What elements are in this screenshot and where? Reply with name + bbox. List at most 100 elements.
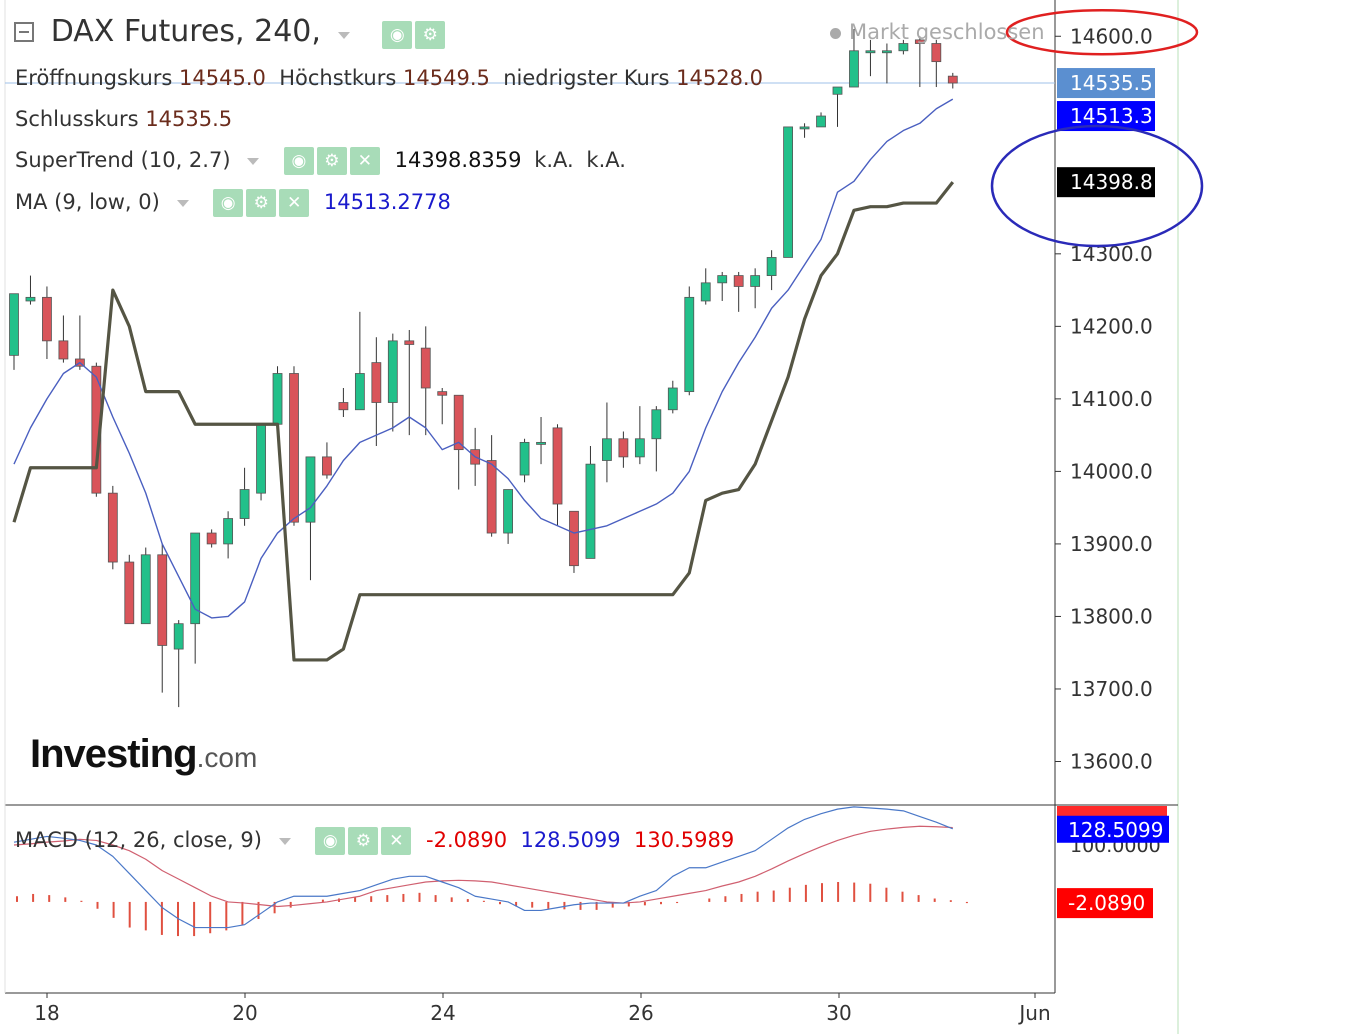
candle-body: [717, 275, 728, 284]
macd-signal-value: 130.5989: [634, 828, 735, 852]
candle: [519, 438, 530, 483]
candle-body: [667, 387, 678, 411]
candle-body: [816, 115, 826, 128]
candle: [371, 337, 382, 447]
candle-body: [9, 293, 19, 356]
candle-body: [486, 460, 497, 534]
candle: [124, 554, 135, 625]
chevron-down-icon[interactable]: [176, 199, 189, 207]
high-value: 14549.5: [403, 66, 490, 90]
candle: [107, 485, 118, 570]
chevron-down-icon[interactable]: [278, 837, 291, 845]
candle-body: [140, 554, 151, 625]
candle: [58, 315, 69, 363]
candle: [503, 489, 514, 544]
candle: [750, 268, 761, 309]
candle: [832, 86, 843, 127]
eye-icon[interactable]: ◉: [283, 147, 314, 175]
candle: [700, 268, 711, 305]
candle-body: [865, 50, 876, 54]
macd-label: MACD (12, 26, close, 9): [15, 828, 262, 852]
status-dot-icon: [830, 27, 841, 39]
title-bar: DAX Futures, 240, ◉ ⚙: [14, 14, 453, 49]
price-tag-label: 14535.5: [1070, 71, 1153, 95]
candle-body: [387, 340, 398, 403]
candle-body: [766, 257, 777, 276]
candle-body: [602, 438, 612, 461]
candle: [305, 456, 316, 581]
candle-body: [585, 463, 596, 559]
candle: [898, 39, 909, 55]
macd-hist-value: -2.0890: [426, 828, 508, 852]
time-tick-label: 20: [232, 1001, 257, 1025]
candle: [799, 123, 810, 138]
candle: [536, 417, 546, 465]
candle-body: [750, 275, 761, 287]
candle: [552, 424, 563, 526]
close-icon[interactable]: ✕: [349, 147, 380, 175]
gear-icon[interactable]: ⚙: [246, 189, 277, 217]
investing-logo: Investing.com: [30, 732, 258, 776]
ma-label: MA (9, low, 0): [15, 190, 160, 214]
candle: [173, 620, 184, 708]
low-value: 14528.0: [676, 66, 763, 90]
gear-icon[interactable]: ⚙: [316, 147, 347, 175]
low-label: niedrigster Kurs: [503, 66, 670, 90]
candle: [272, 366, 283, 432]
candle: [684, 286, 695, 396]
candle: [239, 467, 250, 526]
candle: [865, 39, 876, 77]
supertrend-line: [12, 181, 955, 662]
candle-body: [914, 39, 925, 44]
candle: [651, 406, 662, 472]
candle-body: [898, 43, 909, 52]
supertrend-legend[interactable]: SuperTrend (10, 2.7) ◉ ⚙ ✕ 14398.8359 k.…: [15, 147, 626, 175]
supertrend-extra-1: k.A.: [534, 148, 574, 172]
eye-icon[interactable]: ◉: [315, 827, 346, 855]
candle: [618, 431, 629, 468]
candle: [190, 532, 201, 664]
macd-signal-line: [13, 825, 953, 908]
time-tick-label: 30: [826, 1001, 851, 1025]
price-tick-label: 13700.0: [1070, 677, 1153, 701]
collapse-icon[interactable]: [14, 22, 34, 42]
gear-icon[interactable]: ⚙: [415, 21, 446, 49]
candle-body: [404, 340, 415, 345]
candle-body: [651, 409, 662, 440]
candle-body: [947, 75, 958, 84]
candle: [882, 43, 892, 84]
candle: [569, 510, 579, 573]
candle: [42, 286, 52, 359]
candle-body: [882, 50, 892, 54]
candle-body: [371, 362, 382, 403]
candle: [717, 271, 728, 301]
eye-icon[interactable]: ◉: [382, 21, 413, 49]
candle: [157, 543, 168, 693]
gear-icon[interactable]: ⚙: [348, 827, 379, 855]
time-tick-label: Jun: [1017, 1001, 1050, 1025]
chevron-down-icon[interactable]: [337, 31, 350, 39]
candle: [733, 271, 744, 312]
candle-body: [733, 275, 744, 287]
candle: [9, 293, 19, 370]
candle-body: [799, 126, 810, 130]
eye-icon[interactable]: ◉: [213, 189, 244, 217]
candle-body: [552, 427, 563, 505]
price-tick-label: 14600.0: [1070, 24, 1153, 48]
price-tick-label: 13900.0: [1070, 532, 1153, 556]
candle-body: [157, 554, 168, 646]
macd-line-value: 128.5099: [520, 828, 621, 852]
ma-legend[interactable]: MA (9, low, 0) ◉ ⚙ ✕ 14513.2778: [15, 189, 451, 217]
price-tag-label: 14398.8: [1070, 170, 1153, 194]
candle: [914, 36, 925, 88]
candle: [437, 387, 448, 425]
ma-value: 14513.2778: [323, 190, 451, 214]
time-tick-label: 26: [628, 1001, 653, 1025]
candle: [354, 311, 365, 411]
close-icon[interactable]: ✕: [279, 189, 310, 217]
price-tag-label: 14513.3: [1070, 104, 1153, 128]
close-icon[interactable]: ✕: [381, 827, 412, 855]
chevron-down-icon[interactable]: [247, 157, 260, 165]
annotation-ellipse-blue: [990, 124, 1204, 248]
macd-legend[interactable]: MACD (12, 26, close, 9) ◉ ⚙ ✕ -2.0890 12…: [15, 827, 734, 855]
